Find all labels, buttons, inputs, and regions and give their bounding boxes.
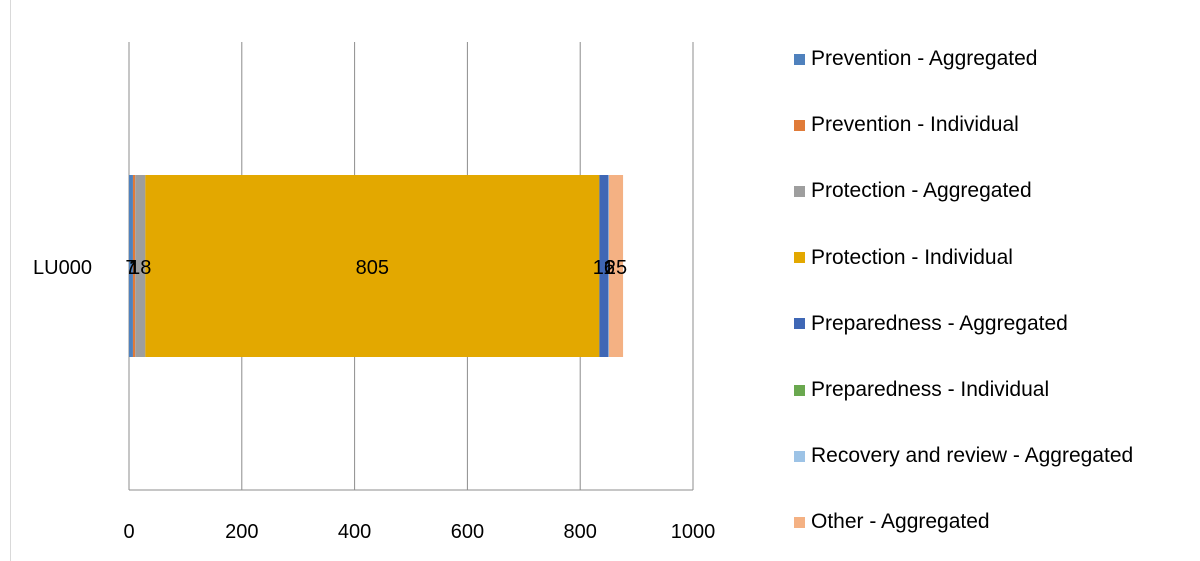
legend-item-6: Recovery and review - Aggregated [794,441,1133,471]
legend-swatch [794,252,805,264]
legend-swatch [794,450,805,462]
bar-segment-3 [145,175,600,357]
bar-segment-1 [132,175,136,357]
legend-item-5: Preparedness - Individual [794,375,1049,405]
bar-segment-2 [135,175,146,357]
data-label-4: 16 [593,257,615,279]
x-tick-label-400: 400 [338,521,371,543]
legend-item-2: Protection - Aggregated [794,176,1032,206]
data-label-7: 25 [605,257,627,279]
legend-item-4: Preparedness - Aggregated [794,309,1068,339]
legend-item-3: Protection - Individual [794,243,1013,273]
x-tick-label-800: 800 [564,521,597,543]
legend-label: Recovery and review - Aggregated [811,444,1134,468]
legend-swatch [794,516,805,528]
legend-item-0: Prevention - Aggregated [794,44,1038,74]
legend-label: Preparedness - Individual [811,378,1050,401]
category-label-lu000: LU000 [33,257,92,279]
legend-label: Prevention - Aggregated [811,47,1038,70]
legend-swatch [794,318,805,330]
legend-item-7: Other - Aggregated [794,507,990,537]
data-label-1: 1 [129,257,140,279]
bar-segment-0 [129,175,133,357]
legend-swatch [794,384,805,396]
x-tick-label-600: 600 [451,521,484,543]
legend-swatch [794,53,805,65]
data-label-0: 7 [125,257,136,279]
x-tick-label-0: 0 [123,521,134,543]
data-label-2: 18 [129,257,151,279]
legend-label: Preparedness - Aggregated [811,311,1068,335]
legend-swatch [794,185,805,197]
x-tick-label-1000: 1000 [671,521,716,543]
bar-segment-4 [599,175,609,357]
data-label-3: 805 [356,257,389,279]
legend-label: Prevention - Individual [811,113,1019,137]
legend-label: Protection - Aggregated [811,179,1032,203]
legend-label: Other - Aggregated [811,510,990,534]
legend-swatch [794,119,805,131]
legend-item-1: Prevention - Individual [794,110,1019,140]
bar-segment-7 [608,175,624,357]
x-tick-label-200: 200 [225,521,258,543]
data-label-6: 1 [603,257,614,279]
legend-label: Protection - Individual [811,245,1013,269]
chart-frame: 0 200 400 600 800 1000 LU000 7 1 18 805 16 1 25 Preve… [10,0,1200,561]
bar-segment-6 [608,175,609,357]
